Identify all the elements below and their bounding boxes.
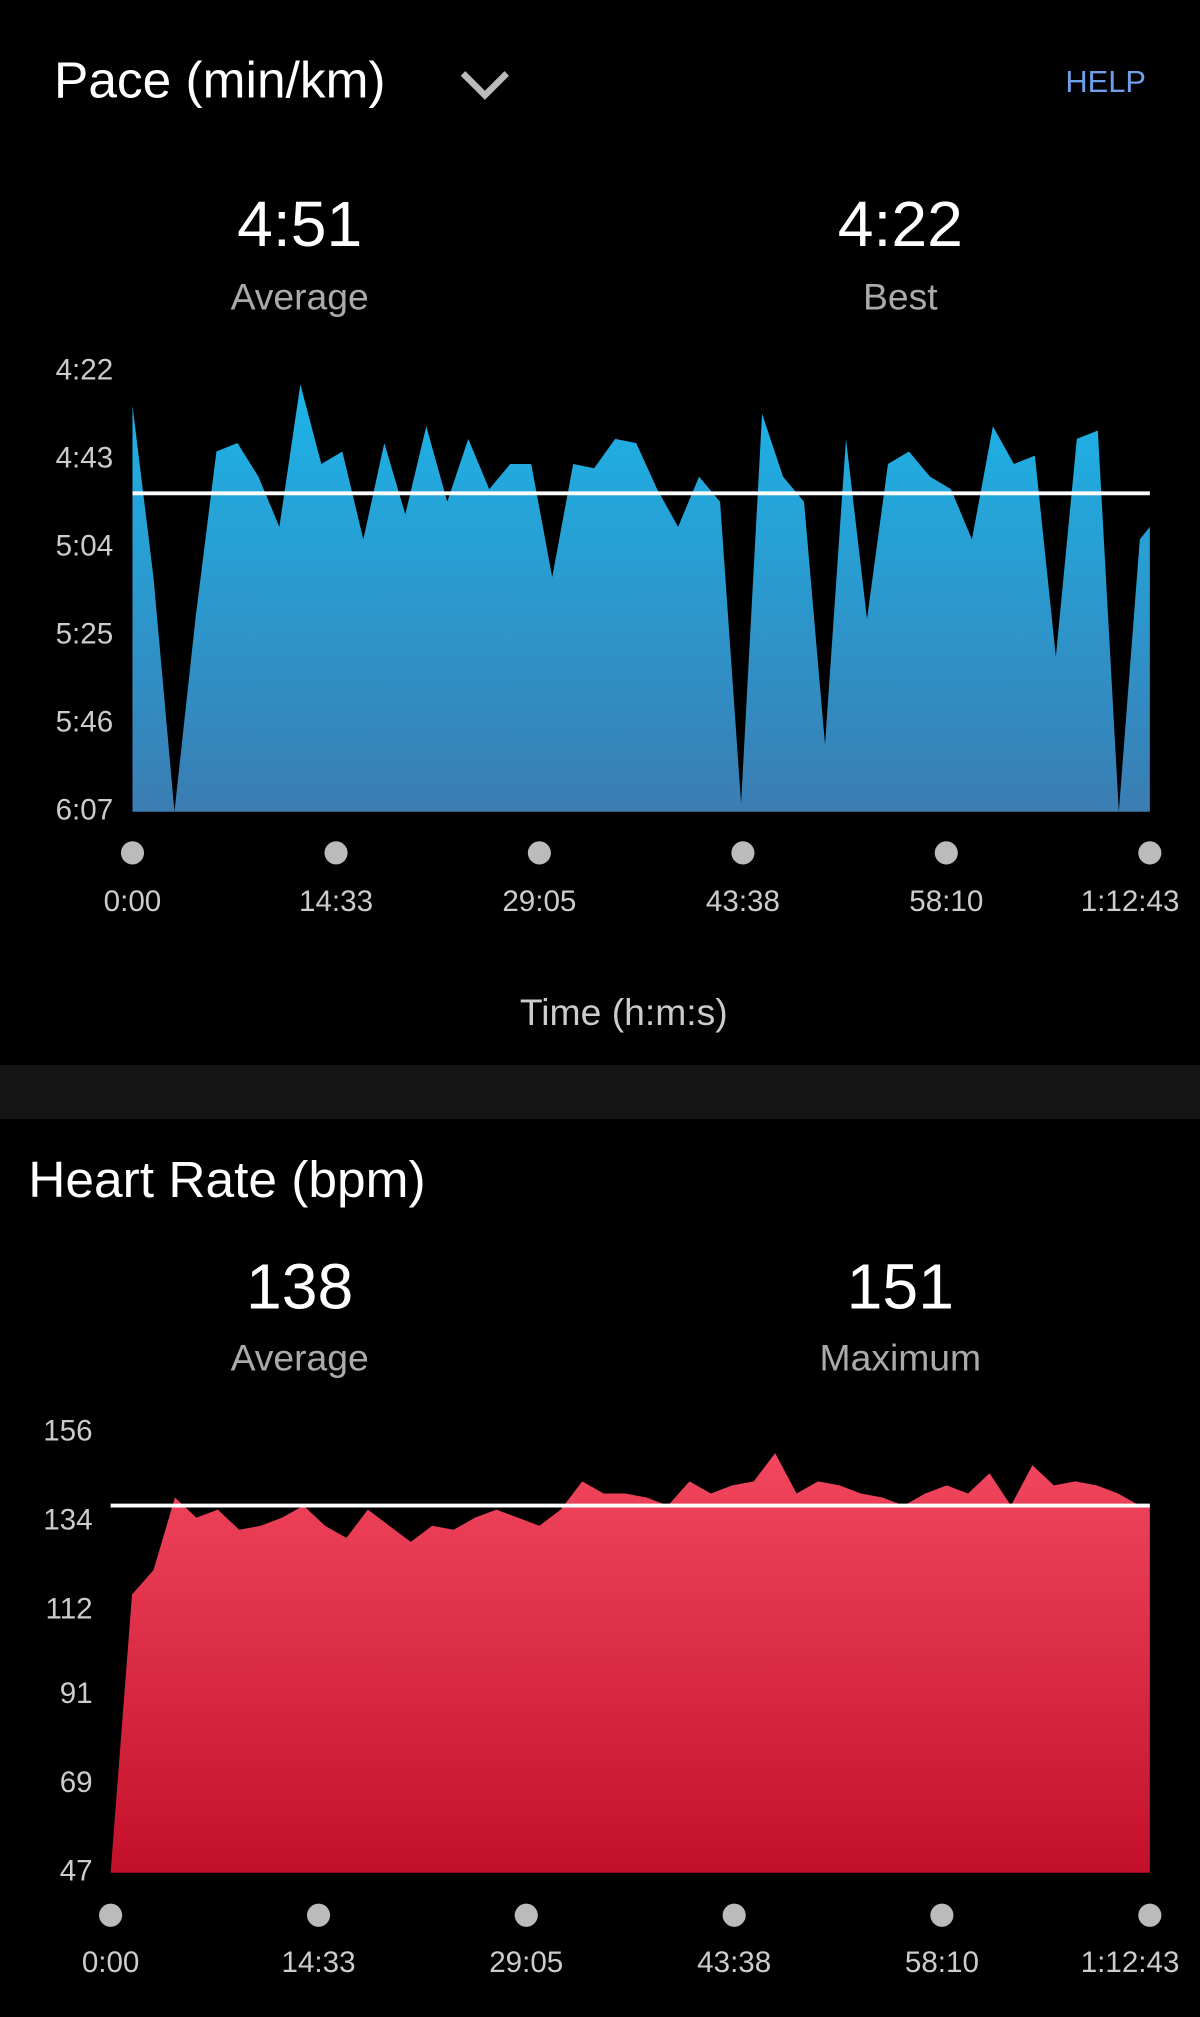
x-tick-label: 0:00 [104, 885, 162, 918]
chart-title: Heart Rate (bpm) [28, 1150, 425, 1208]
x-tick-dot [731, 841, 755, 865]
y-tick-label: 134 [43, 1504, 92, 1537]
y-tick-label: 91 [60, 1677, 93, 1710]
y-tick-label: 4:22 [56, 354, 114, 387]
y-tick-label: 5:04 [56, 530, 114, 563]
stat-caption: Average [231, 276, 369, 318]
x-tick-label: 14:33 [299, 885, 373, 918]
x-tick-label: 43:38 [697, 1946, 771, 1979]
y-tick-label: 6:07 [56, 794, 114, 827]
x-tick-dot [99, 1903, 123, 1927]
x-tick-label: 29:05 [489, 1946, 563, 1979]
stat-value: 151 [847, 1250, 954, 1322]
stat-value: 4:22 [838, 188, 963, 260]
y-tick-label: 112 [45, 1592, 92, 1625]
y-tick-label: 69 [60, 1766, 93, 1799]
y-tick-label: 4:43 [56, 442, 114, 475]
stat-value: 4:51 [237, 188, 362, 260]
x-axis-title: Time (h:m:s) [520, 991, 728, 1033]
x-tick-dot [306, 1903, 331, 1927]
x-tick-label: 0:00 [82, 1946, 140, 1979]
x-tick-label: 1:12:43 [1081, 885, 1180, 918]
x-tick-label: 14:33 [282, 1946, 356, 1979]
stat-caption: Average [231, 1337, 369, 1379]
x-tick-dot [1138, 1903, 1162, 1927]
x-tick-dot [722, 1903, 746, 1927]
x-tick-label: 43:38 [706, 885, 780, 918]
x-tick-dot [324, 841, 348, 865]
area [110, 1453, 1150, 1873]
x-tick-dot [930, 1903, 954, 1927]
x-tick-dot [934, 841, 958, 865]
dropdown-chevron[interactable] [460, 71, 510, 100]
x-tick-dot [527, 841, 551, 865]
x-tick-dot [1138, 841, 1162, 865]
area [132, 384, 1150, 812]
chart-title: Pace (min/km) [54, 50, 386, 108]
x-tick-label: 58:10 [909, 885, 983, 918]
stat-caption: Best [863, 276, 938, 318]
section-divider [0, 1065, 1200, 1120]
x-tick-label: 29:05 [502, 885, 576, 918]
y-tick-label: 5:46 [56, 706, 114, 739]
stat-value: 138 [246, 1250, 353, 1322]
x-tick-label: 58:10 [905, 1946, 979, 1979]
help-link[interactable]: HELP [1065, 64, 1146, 99]
x-tick-dot [514, 1903, 538, 1927]
stat-caption: Maximum [820, 1337, 982, 1379]
x-tick-label: 1:12:43 [1081, 1946, 1180, 1979]
y-tick-label: 5:25 [56, 618, 114, 651]
y-tick-label: 47 [60, 1855, 93, 1888]
x-tick-dot [120, 841, 145, 865]
y-tick-label: 156 [43, 1415, 92, 1448]
